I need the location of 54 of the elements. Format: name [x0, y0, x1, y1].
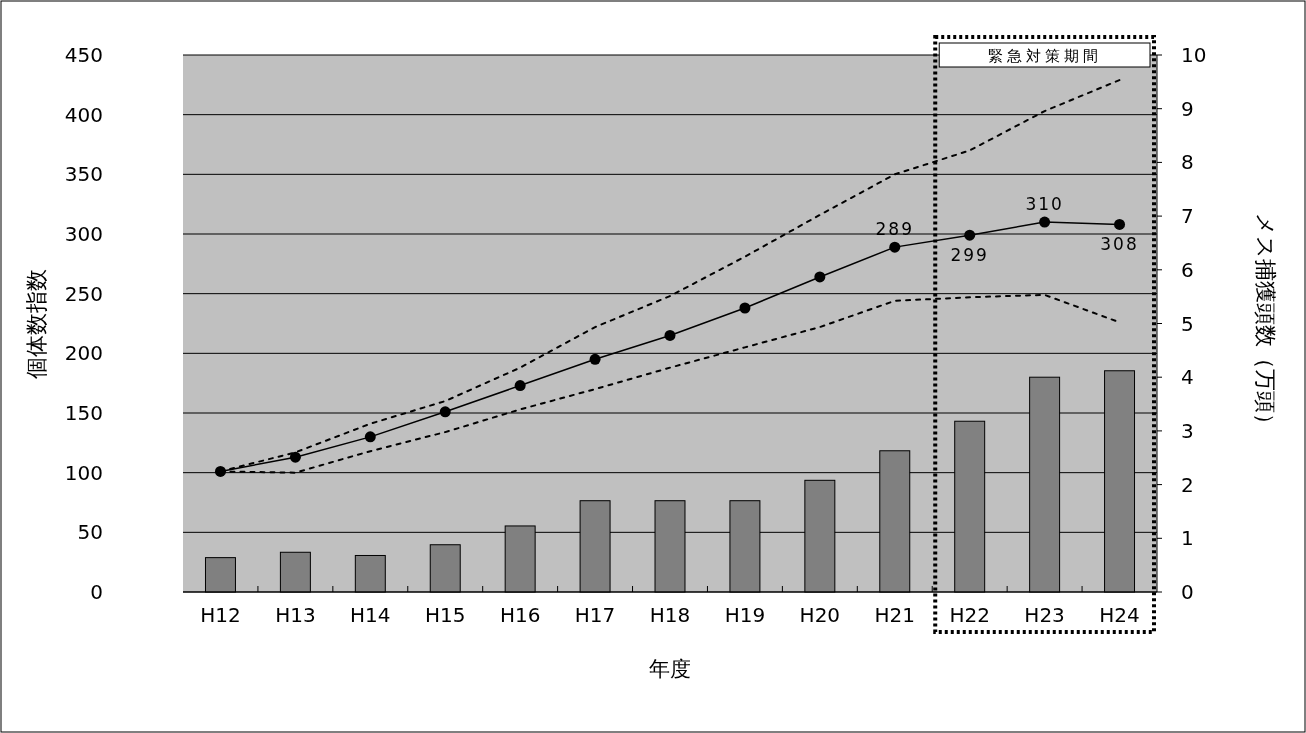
data-label: 310 — [1025, 194, 1064, 215]
y2-tick-label: 7 — [1181, 204, 1194, 229]
x-tick-label: H24 — [1099, 603, 1140, 627]
y-tick-label: 350 — [64, 162, 103, 187]
y-tick-label: 250 — [64, 281, 103, 306]
x-tick-label: H16 — [499, 603, 541, 627]
x-tick-label: H22 — [949, 603, 990, 627]
y2-tick-label: 2 — [1181, 472, 1194, 497]
point — [664, 329, 676, 341]
band-label: 緊急対策期間 — [987, 47, 1102, 65]
x-tick-label: H14 — [350, 603, 391, 627]
y-tick-label: 450 — [64, 43, 103, 67]
x-axis-title: 年度 — [649, 657, 691, 681]
x-tick-label: H23 — [1024, 603, 1065, 627]
data-label: 308 — [1100, 234, 1139, 255]
y-tick-label: 400 — [64, 102, 103, 127]
y2-tick-label: 10 — [1181, 43, 1207, 67]
y2-tick-label: 9 — [1181, 96, 1194, 121]
point — [964, 229, 976, 241]
x-tick-label: H21 — [874, 603, 916, 627]
y2-tick-label: 8 — [1181, 150, 1194, 175]
data-label: 289 — [875, 219, 914, 240]
x-tick-label: H18 — [649, 603, 691, 627]
y2-tick-label: 5 — [1181, 311, 1194, 336]
x-tick-label: H12 — [200, 603, 241, 627]
y-tick-label: 0 — [90, 580, 103, 604]
y-axis-title: 個体数指数 — [24, 268, 49, 379]
point — [439, 406, 451, 418]
x-tick-label: H19 — [724, 603, 766, 627]
y2-axis-title: メス捕獲頭数（万頭） — [1253, 212, 1278, 435]
y2-tick-label: 6 — [1181, 257, 1194, 282]
y-tick-label: 50 — [77, 520, 103, 545]
y-tick-label: 300 — [64, 222, 103, 246]
x-tick-label: H20 — [799, 603, 841, 627]
x-tick-label: H17 — [574, 603, 616, 627]
point — [514, 380, 526, 392]
point — [889, 241, 901, 253]
y-tick-label: 200 — [64, 341, 103, 366]
x-tick-label: H13 — [275, 603, 316, 627]
point — [739, 302, 751, 314]
point — [289, 451, 301, 463]
y2-tick-label: 4 — [1181, 365, 1194, 390]
y2-tick-label: 0 — [1181, 580, 1194, 604]
data-label: 299 — [950, 245, 989, 266]
y-tick-label: 100 — [64, 460, 103, 485]
point — [1114, 218, 1126, 230]
y2-tick-label: 3 — [1181, 418, 1194, 443]
x-tick-label: H15 — [424, 603, 466, 627]
y-tick-label: 150 — [64, 401, 103, 425]
point — [1039, 216, 1051, 228]
point — [589, 353, 601, 365]
point — [814, 271, 826, 283]
y2-tick-label: 1 — [1181, 526, 1194, 551]
point — [364, 431, 376, 443]
